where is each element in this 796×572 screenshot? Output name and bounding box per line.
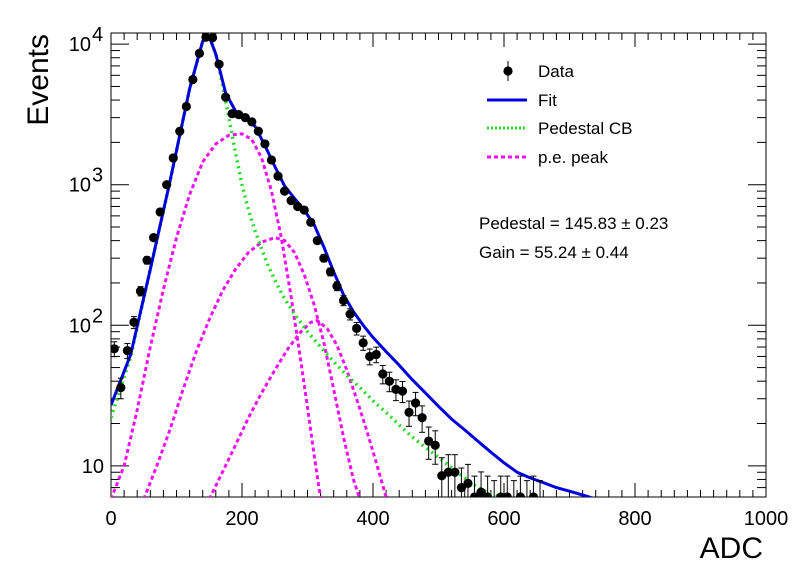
data-point <box>509 498 518 507</box>
data-point <box>188 74 198 85</box>
x-tick-label: 0 <box>105 508 116 530</box>
y-tick-label-exponent: 3 <box>92 165 103 187</box>
data-point <box>450 467 460 477</box>
data-point <box>194 48 205 58</box>
data-point <box>404 407 414 417</box>
data-point <box>397 386 408 396</box>
data-point <box>253 126 263 136</box>
data-point <box>410 398 421 408</box>
data-point <box>371 349 381 360</box>
data-point <box>490 498 499 507</box>
data-point <box>535 498 544 507</box>
legend-label: p.e. peak <box>538 148 608 167</box>
y-axis-ticks <box>111 43 766 498</box>
data-point <box>338 295 349 306</box>
data-point <box>319 253 329 263</box>
data-point <box>515 492 525 497</box>
data-point <box>207 33 218 43</box>
data-point <box>483 492 493 497</box>
data-point <box>162 180 172 190</box>
data-point <box>528 492 539 497</box>
plot-frame <box>110 32 767 498</box>
x-tick-label: 400 <box>356 508 389 530</box>
y-tick-label-exponent: 4 <box>92 24 103 46</box>
x-tick-label: 800 <box>618 508 651 530</box>
legend: Data Fit Pedestal CB p.e. peak <box>487 61 633 167</box>
fit-parameter-text: Gain = 55.24 ± 0.44 <box>479 243 629 262</box>
y-axis-title: Events <box>22 34 55 126</box>
pe-peak-curve <box>111 132 322 497</box>
y-tick-label-base: 10 <box>69 175 91 197</box>
data-point <box>266 155 277 165</box>
x-axis-ticks <box>110 33 767 497</box>
data-point <box>502 492 512 497</box>
data-point <box>325 267 336 277</box>
data-point <box>142 255 152 265</box>
pe-peak-curve <box>143 236 361 497</box>
y-tick-label-exponent: 2 <box>92 305 103 327</box>
data-point <box>135 286 146 296</box>
data-point <box>273 171 283 181</box>
x-axis-title: ADC <box>700 532 763 565</box>
data-point <box>122 346 132 356</box>
legend-label: Data <box>538 62 574 81</box>
data-point <box>299 205 309 215</box>
data-point <box>312 236 322 246</box>
data-point <box>417 413 427 423</box>
data-point <box>352 323 362 333</box>
data-point <box>116 383 126 393</box>
data-point <box>155 207 165 217</box>
data-point <box>522 498 531 507</box>
data-point <box>247 117 257 127</box>
y-tick-label-base: 10 <box>69 315 91 337</box>
data-point <box>345 309 355 319</box>
data-point <box>332 281 342 291</box>
fit-curve <box>111 35 595 497</box>
fit-parameter-text: Pedestal = 145.83 ± 0.23 <box>479 214 668 233</box>
legend-data-marker <box>503 66 513 76</box>
data-point <box>463 478 473 488</box>
data-point <box>306 217 316 227</box>
data-point <box>181 101 191 112</box>
data-point <box>260 139 270 149</box>
pe-peak-curve <box>208 319 388 497</box>
data-point <box>279 186 290 196</box>
data-point <box>129 317 139 327</box>
data-points <box>111 33 544 507</box>
data-point <box>384 376 394 386</box>
data-point <box>221 92 231 102</box>
data-point <box>148 233 159 243</box>
y-tick-label-base: 10 <box>69 34 91 56</box>
data-point <box>456 482 467 493</box>
data-point <box>214 59 224 69</box>
pedestal-cb-curve <box>111 35 504 497</box>
data-point <box>111 344 119 354</box>
legend-label: Pedestal CB <box>538 119 633 138</box>
y-tick-label: 10 <box>82 456 104 478</box>
x-tick-label: 1000 <box>744 508 789 530</box>
data-point <box>430 440 440 450</box>
x-axis-tick-labels: 0 200 400 600 800 1000 <box>105 508 788 530</box>
data-point <box>443 467 453 477</box>
data-point <box>358 338 368 348</box>
fit-curves <box>111 35 595 497</box>
legend-label: Fit <box>538 91 557 110</box>
data-point <box>378 369 388 379</box>
data-point <box>201 33 211 42</box>
x-tick-label: 200 <box>225 508 258 530</box>
data-point <box>286 196 296 206</box>
data-point <box>424 436 434 446</box>
fit-parameters: Pedestal = 145.83 ± 0.23 Gain = 55.24 ± 0… <box>479 214 668 262</box>
data-point <box>168 153 178 163</box>
data-point <box>175 126 185 136</box>
data-point <box>476 487 486 497</box>
x-tick-label: 600 <box>487 508 520 530</box>
data-point <box>240 113 250 123</box>
